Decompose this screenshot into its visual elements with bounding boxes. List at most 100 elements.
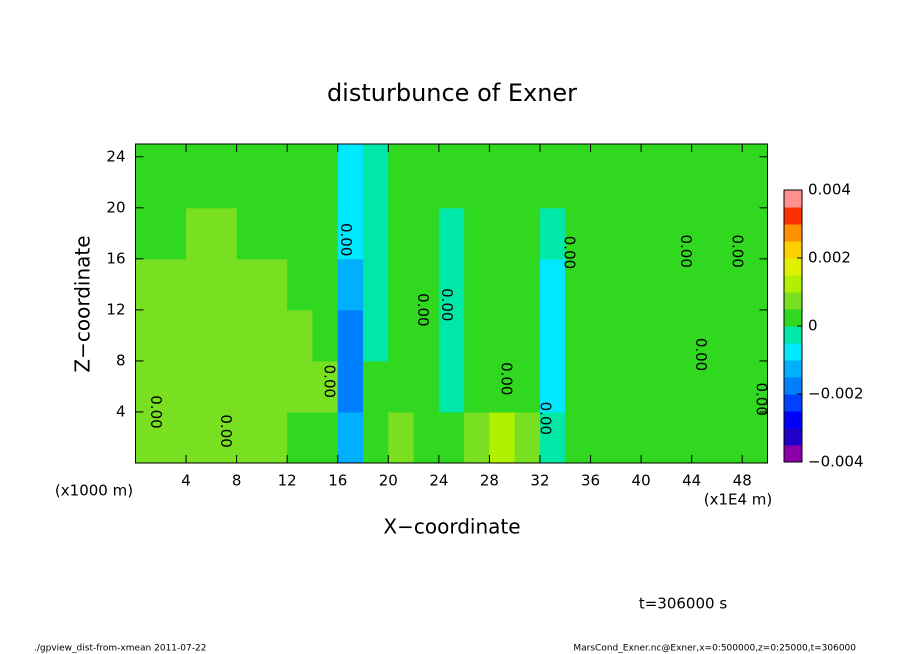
field-cell: [135, 360, 162, 413]
field-cell: [312, 144, 339, 209]
field-cell: [388, 360, 415, 413]
field-cell: [615, 360, 642, 413]
field-cell: [211, 309, 238, 362]
field-cell: [186, 309, 212, 362]
field-cell: [489, 207, 516, 260]
x-tick-label: 20: [379, 472, 398, 490]
field-cell: [312, 258, 339, 311]
contour-label: 0.00: [414, 293, 432, 326]
field-cell: [464, 258, 490, 311]
field-cell: [539, 360, 566, 413]
field-cell: [363, 411, 389, 464]
field-cell: [135, 258, 162, 311]
field-cell: [464, 309, 490, 362]
x-tick-label: 40: [632, 472, 651, 490]
field-cell: [287, 258, 313, 311]
field-cell: [539, 411, 566, 464]
field-cell: [514, 309, 541, 362]
field-cell: [590, 207, 617, 260]
time-label: t=306000 s: [639, 595, 727, 613]
field-cell: [590, 360, 617, 413]
field-cell: [236, 411, 263, 464]
field-cell: [413, 309, 440, 362]
field-cell: [691, 360, 718, 413]
y-unit: (x1000 m): [55, 482, 133, 500]
y-tick-label: 20: [106, 198, 125, 216]
field-cell: [312, 411, 339, 464]
colorbar-band: [784, 241, 802, 259]
field-cell: [160, 309, 187, 362]
field-cell: [716, 144, 743, 209]
y-axis-label: Z−coordinate: [71, 235, 95, 372]
field-cell: [514, 207, 541, 260]
field-cell: [135, 144, 162, 209]
field-cell: [742, 144, 768, 209]
field-cell: [388, 207, 415, 260]
field-cell: [666, 144, 693, 209]
contour-label: 0.00: [692, 338, 710, 371]
field-cell: [337, 309, 364, 362]
field-cell: [691, 144, 718, 209]
x-unit: (x1E4 m): [704, 491, 773, 509]
field-cell: [261, 144, 288, 209]
field-cell: [438, 309, 465, 362]
plot-frame: [135, 143, 768, 464]
x-tick-label: 32: [530, 472, 549, 490]
field-cell: [287, 207, 313, 260]
colorbar-band: [784, 428, 802, 446]
colorbar-band: [784, 445, 802, 463]
field-cell: [489, 144, 516, 209]
field-cell: [236, 207, 263, 260]
field-cell: [337, 360, 364, 413]
colorbar-band: [784, 377, 802, 395]
field-cell: [287, 144, 313, 209]
field-cell: [590, 411, 617, 464]
field-cell: [160, 207, 187, 260]
colorbar-tick-label: 0.002: [808, 249, 851, 267]
field-cell: [489, 258, 516, 311]
field-cell: [590, 258, 617, 311]
colorbar-band: [784, 275, 802, 293]
field-cell: [641, 360, 667, 413]
field-cell: [261, 360, 288, 413]
contour-label: 0.00: [753, 382, 771, 415]
field-cell: [287, 309, 313, 362]
field-cell: [160, 144, 187, 209]
field-cell: [211, 360, 238, 413]
y-tick-label: 12: [106, 300, 125, 318]
field-cell: [337, 144, 364, 209]
field-cell: [287, 411, 313, 464]
field-cell: [261, 258, 288, 311]
field-cell: [514, 360, 541, 413]
field-cell: [337, 207, 364, 260]
field-cell: [716, 360, 743, 413]
field-cell: [388, 258, 415, 311]
field-cell: [539, 144, 566, 209]
field-cell: [438, 258, 465, 311]
field-cell: [615, 207, 642, 260]
field-cell: [565, 411, 592, 464]
field-cell: [641, 411, 667, 464]
field-cell: [312, 360, 339, 413]
field-cell: [261, 207, 288, 260]
y-tick-label: 4: [116, 402, 126, 420]
field-cell: [666, 207, 693, 260]
x-tick-label: 36: [581, 472, 600, 490]
footer-right: MarsCond_Exner.nc@Exner,x=0:500000,z=0:2…: [573, 644, 856, 654]
field-cell: [716, 207, 743, 260]
contour-label: 0.00: [537, 402, 555, 435]
x-tick-label: 8: [232, 472, 242, 490]
field-cell: [236, 258, 263, 311]
colorbar-band: [784, 343, 802, 361]
contour-label: 0.00: [438, 288, 456, 321]
field-cell: [641, 258, 667, 311]
field-cell: [186, 360, 212, 413]
field-cell: [160, 258, 187, 311]
field-cell: [261, 309, 288, 362]
field-cell: [211, 207, 238, 260]
field-cell: [641, 207, 667, 260]
colorbar-tick-label: 0: [808, 317, 818, 335]
field-cell: [413, 207, 440, 260]
field-cell: [413, 144, 440, 209]
